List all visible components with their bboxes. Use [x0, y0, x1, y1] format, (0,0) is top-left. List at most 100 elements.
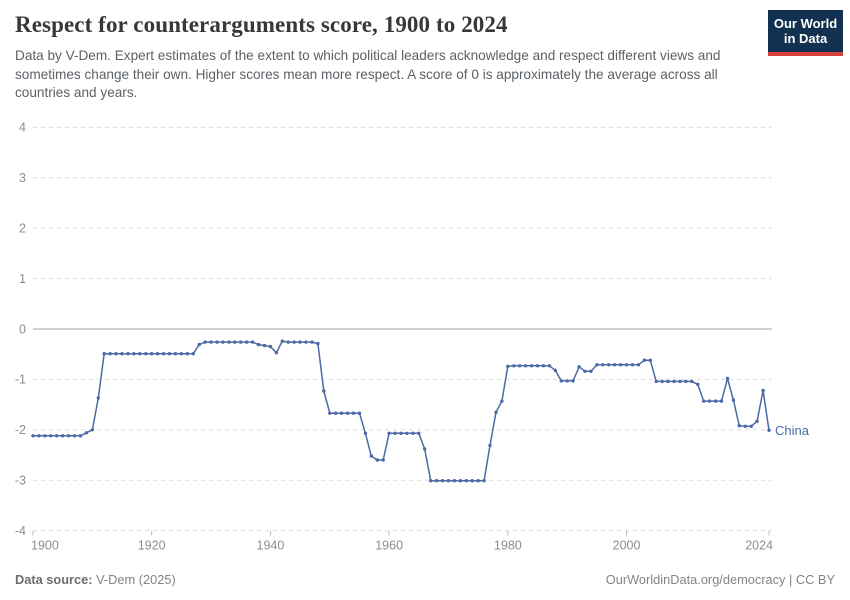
data-point[interactable] — [476, 479, 480, 483]
data-point[interactable] — [61, 434, 65, 438]
data-point[interactable] — [72, 434, 77, 438]
data-point[interactable] — [399, 431, 403, 435]
data-point[interactable] — [571, 379, 575, 383]
data-point[interactable] — [126, 352, 130, 356]
data-point[interactable] — [268, 344, 273, 349]
data-point[interactable] — [322, 389, 326, 393]
data-point[interactable] — [173, 352, 178, 356]
data-point[interactable] — [446, 479, 451, 483]
data-point[interactable] — [565, 379, 569, 383]
data-point[interactable] — [191, 352, 195, 356]
owid-logo[interactable]: Our World in Data — [768, 10, 843, 56]
data-point[interactable] — [429, 479, 433, 483]
data-point[interactable] — [179, 352, 184, 356]
data-point[interactable] — [221, 340, 225, 344]
data-point[interactable] — [529, 364, 534, 368]
data-point[interactable] — [161, 352, 166, 356]
data-point[interactable] — [96, 396, 101, 400]
data-point[interactable] — [405, 431, 409, 435]
data-point[interactable] — [328, 411, 332, 415]
data-point[interactable] — [684, 379, 688, 384]
data-point[interactable] — [339, 411, 344, 415]
data-point[interactable] — [589, 369, 593, 373]
data-point[interactable] — [601, 363, 605, 367]
data-point[interactable] — [381, 458, 385, 462]
data-point[interactable] — [458, 479, 463, 483]
data-point[interactable] — [666, 379, 670, 384]
data-point[interactable] — [78, 434, 83, 438]
data-point[interactable] — [227, 340, 231, 344]
data-point[interactable] — [316, 341, 320, 346]
data-point[interactable] — [660, 379, 664, 384]
data-point[interactable] — [369, 454, 373, 458]
data-point[interactable] — [310, 340, 314, 344]
owid-license-text[interactable]: OurWorldinData.org/democracy | CC BY — [605, 572, 835, 587]
data-point[interactable] — [725, 376, 730, 381]
data-point[interactable] — [292, 340, 296, 344]
data-point[interactable] — [440, 479, 445, 483]
data-point[interactable] — [49, 434, 53, 438]
data-point[interactable] — [767, 428, 771, 432]
data-point[interactable] — [702, 399, 706, 403]
data-point[interactable] — [559, 379, 563, 383]
data-point[interactable] — [506, 364, 510, 368]
data-point[interactable] — [37, 434, 41, 438]
data-point[interactable] — [761, 388, 765, 393]
data-point[interactable] — [274, 351, 279, 355]
data-point[interactable] — [553, 368, 557, 372]
data-point[interactable] — [102, 352, 106, 356]
data-point[interactable] — [488, 443, 492, 448]
data-point[interactable] — [411, 431, 415, 435]
data-point[interactable] — [66, 434, 71, 438]
data-point[interactable] — [654, 379, 658, 384]
data-point[interactable] — [690, 379, 694, 384]
data-point[interactable] — [345, 411, 350, 415]
data-point[interactable] — [713, 399, 718, 403]
data-point[interactable] — [185, 352, 189, 356]
entity-label-china[interactable]: China — [775, 423, 810, 438]
data-point[interactable] — [245, 340, 249, 344]
data-point[interactable] — [144, 352, 148, 356]
data-point[interactable] — [595, 363, 599, 367]
data-point[interactable] — [108, 352, 112, 356]
data-point[interactable] — [280, 339, 284, 343]
data-point[interactable] — [678, 379, 682, 384]
data-point[interactable] — [363, 431, 368, 435]
data-point[interactable] — [250, 340, 255, 344]
data-point[interactable] — [138, 352, 142, 356]
data-point[interactable] — [755, 419, 759, 423]
data-point[interactable] — [375, 458, 379, 462]
data-point[interactable] — [452, 479, 457, 483]
data-point[interactable] — [577, 365, 581, 369]
data-point[interactable] — [209, 340, 213, 344]
data-point[interactable] — [43, 434, 47, 438]
data-point[interactable] — [636, 363, 641, 367]
data-point[interactable] — [262, 343, 267, 348]
data-point[interactable] — [719, 399, 724, 403]
data-point[interactable] — [642, 358, 647, 362]
data-point[interactable] — [31, 434, 35, 438]
data-point[interactable] — [648, 358, 652, 362]
data-point[interactable] — [624, 363, 629, 367]
data-point[interactable] — [423, 447, 427, 451]
data-point[interactable] — [304, 340, 308, 344]
data-point[interactable] — [737, 424, 741, 428]
data-point[interactable] — [286, 340, 290, 344]
data-point[interactable] — [696, 382, 700, 387]
data-point[interactable] — [523, 364, 528, 368]
data-point[interactable] — [547, 364, 552, 368]
data-point[interactable] — [132, 352, 136, 356]
data-point[interactable] — [731, 398, 736, 402]
data-point[interactable] — [749, 424, 753, 428]
data-point[interactable] — [233, 340, 237, 344]
data-point[interactable] — [743, 424, 747, 428]
data-point[interactable] — [500, 399, 504, 403]
data-point[interactable] — [239, 340, 243, 344]
data-point[interactable] — [512, 364, 516, 368]
data-point[interactable] — [535, 364, 540, 368]
data-point[interactable] — [84, 431, 89, 435]
data-point[interactable] — [434, 479, 439, 483]
data-point[interactable] — [167, 352, 172, 356]
data-point[interactable] — [203, 340, 207, 344]
